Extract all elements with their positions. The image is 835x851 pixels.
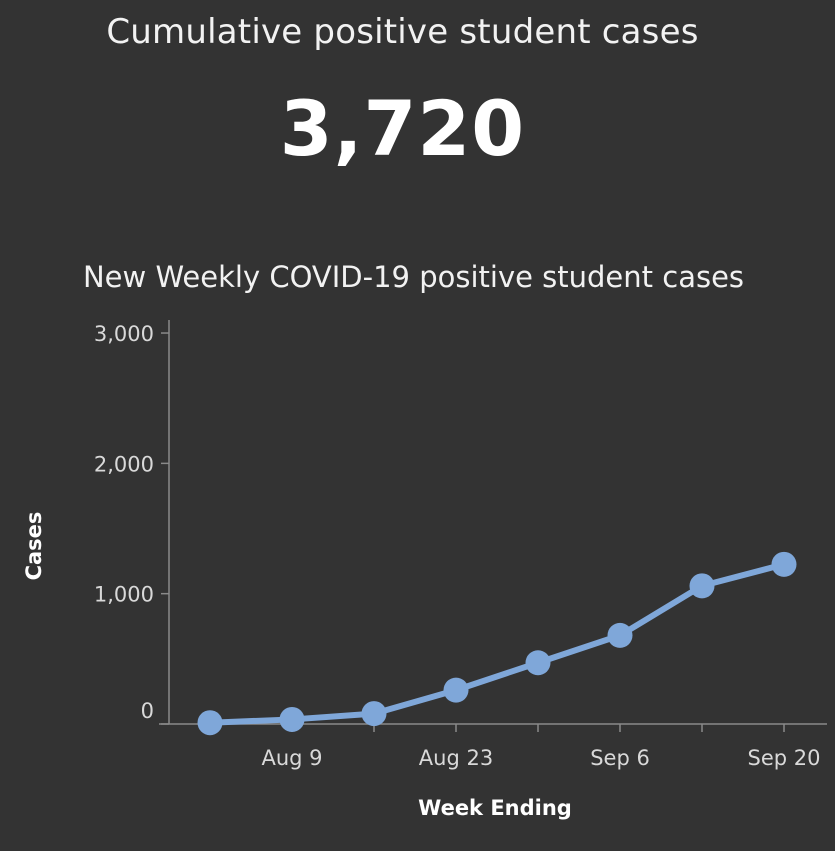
- data-point: [361, 701, 387, 727]
- x-tick-label: Sep 20: [748, 746, 821, 770]
- y-tick-label: 0: [141, 699, 154, 723]
- x-tick-label: Aug 9: [261, 746, 322, 770]
- data-point: [771, 551, 797, 577]
- kpi-value: 3,720: [279, 84, 526, 173]
- series-cases: [197, 551, 797, 736]
- y-tick-label: 1,000: [94, 583, 154, 607]
- data-point: [443, 677, 469, 703]
- y-tick-label: 2,000: [94, 452, 154, 476]
- data-point: [689, 573, 715, 599]
- data-point: [197, 710, 223, 736]
- x-tick-label: Aug 23: [419, 746, 493, 770]
- x-axis-title: Week Ending: [418, 796, 572, 820]
- y-axis-title: Cases: [22, 512, 46, 581]
- data-point: [279, 706, 305, 732]
- x-axis: Aug 9 Aug 23 Sep 6 Sep 20: [159, 723, 827, 770]
- data-point: [607, 622, 633, 648]
- kpi-title: Cumulative positive student cases: [106, 12, 699, 52]
- y-axis: 0 1,000 2,000 3,000: [94, 320, 170, 725]
- series-line: [207, 561, 787, 726]
- y-tick-label: 3,000: [94, 322, 154, 346]
- data-point: [525, 650, 551, 676]
- x-tick-label: Sep 6: [590, 746, 650, 770]
- chart-title: New Weekly COVID-19 positive student cas…: [82, 260, 745, 294]
